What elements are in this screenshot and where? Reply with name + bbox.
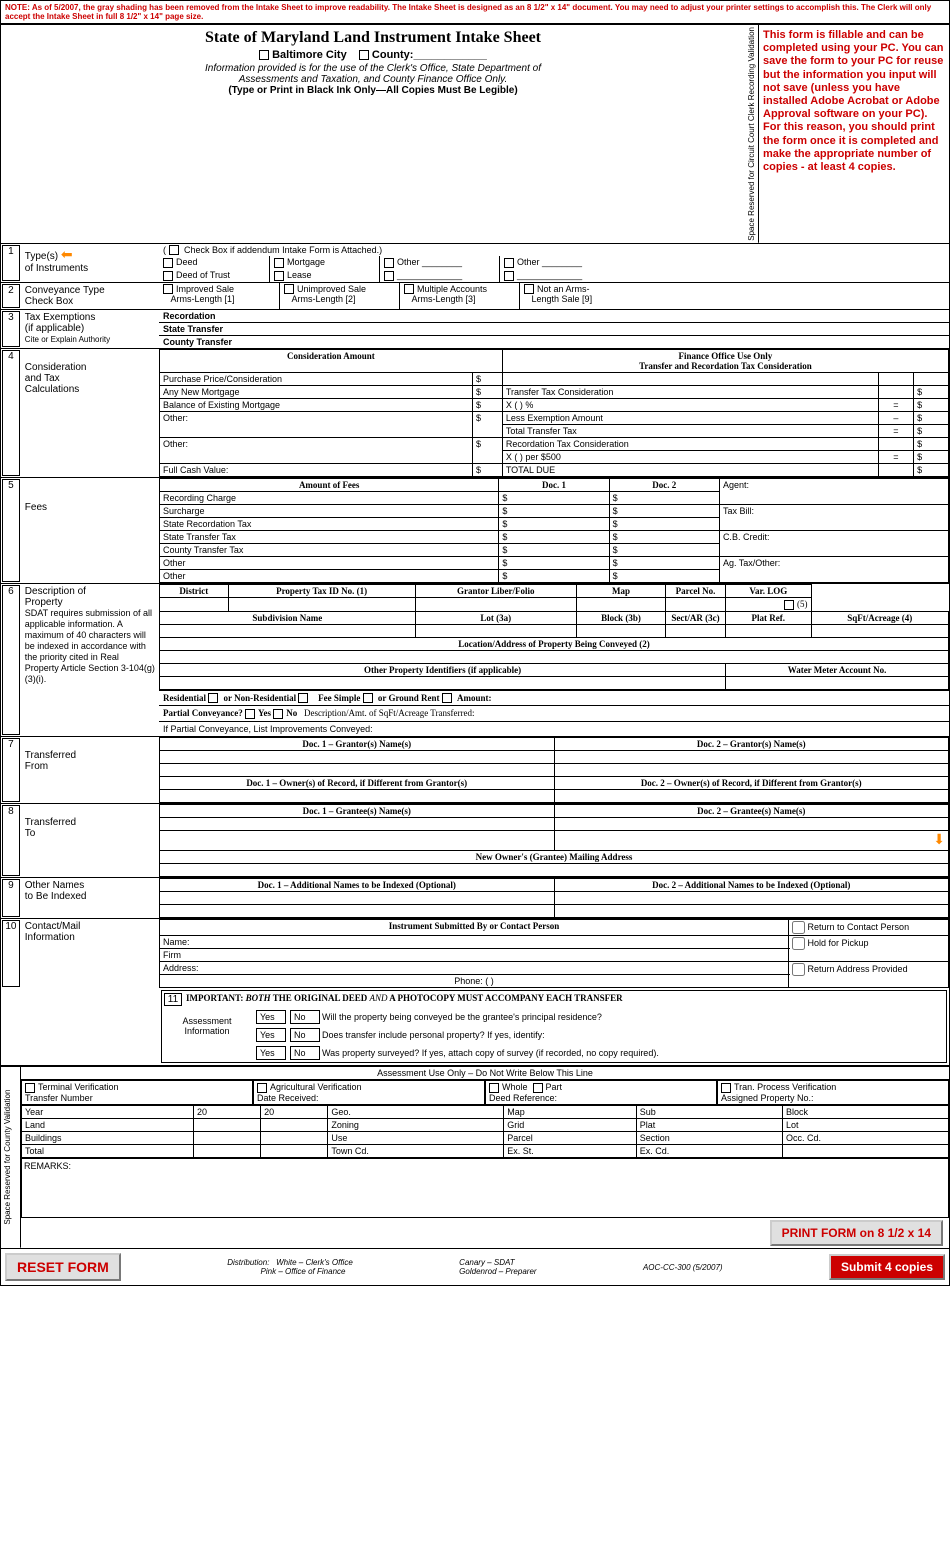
county-checkbox[interactable] bbox=[359, 50, 369, 60]
print-button[interactable]: PRINT FORM on 8 1/2 x 14 bbox=[770, 1220, 943, 1246]
q1-yes[interactable]: Yes bbox=[256, 1010, 286, 1024]
baltimore-checkbox[interactable] bbox=[259, 50, 269, 60]
county-val-table: Year2020Geo.MapSubBlock LandZoningGridPl… bbox=[21, 1105, 949, 1158]
q3-no[interactable]: No bbox=[290, 1046, 320, 1060]
title-block: State of Maryland Land Instrument Intake… bbox=[1, 25, 745, 243]
consideration-table: Consideration AmountFinance Office Use O… bbox=[159, 349, 949, 477]
q1-no[interactable]: No bbox=[290, 1010, 320, 1024]
county-validation-space: Space Reserved for County Validation bbox=[1, 1067, 21, 1248]
submit-button[interactable]: Submit 4 copies bbox=[829, 1254, 945, 1280]
return-contact-checkbox[interactable] bbox=[792, 921, 805, 934]
arrow-icon: ⬇ bbox=[933, 833, 945, 848]
fees-table: Amount of FeesDoc. 1Doc. 2Agent: Recordi… bbox=[159, 478, 949, 583]
section-1-num: 1 bbox=[2, 245, 20, 281]
reset-button[interactable]: RESET FORM bbox=[5, 1253, 121, 1281]
property-desc-table: DistrictProperty Tax ID No. (1)Grantor L… bbox=[159, 584, 949, 690]
hold-pickup-checkbox[interactable] bbox=[792, 937, 805, 950]
q2-no[interactable]: No bbox=[290, 1028, 320, 1042]
section-1-label: Type(s) ⬅of Instruments bbox=[21, 244, 159, 282]
q3-yes[interactable]: Yes bbox=[256, 1046, 286, 1060]
arrow-icon: ⬅ bbox=[61, 246, 73, 262]
addendum-checkbox[interactable] bbox=[169, 245, 179, 255]
top-note: NOTE: As of 5/2007, the gray shading has… bbox=[0, 0, 950, 24]
return-address-checkbox[interactable] bbox=[792, 963, 805, 976]
clerk-validation-space: Space Reserved for Circuit Court Clerk R… bbox=[745, 25, 759, 243]
warning-box: This form is fillable and can be complet… bbox=[759, 25, 949, 243]
main-title: State of Maryland Land Instrument Intake… bbox=[5, 29, 741, 47]
q2-yes[interactable]: Yes bbox=[256, 1028, 286, 1042]
